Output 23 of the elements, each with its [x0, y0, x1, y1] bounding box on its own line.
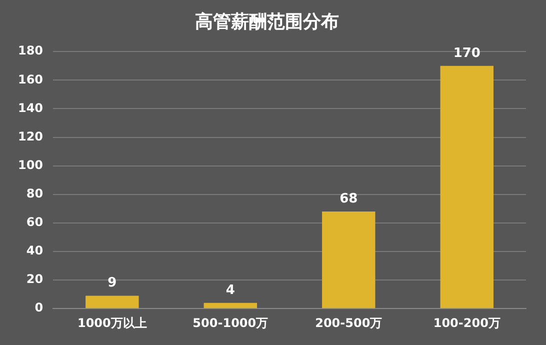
y-tick-label: 160: [18, 72, 44, 86]
chart-title: 高管薪酬范围分布: [195, 11, 339, 32]
y-tick-label: 140: [18, 100, 44, 115]
y-tick-label: 80: [26, 186, 44, 201]
bar: [86, 296, 139, 308]
y-tick-label: 120: [18, 129, 44, 144]
y-tick-label: 0: [34, 300, 44, 315]
x-tick-label: 500-1000万: [192, 316, 268, 330]
y-tick-label: 100: [18, 158, 44, 172]
y-tick-label: 40: [26, 244, 44, 258]
x-tick-label: 200-500万: [315, 316, 382, 330]
data-label: 170: [453, 46, 480, 61]
data-label: 68: [340, 191, 358, 206]
data-label: 9: [108, 276, 117, 291]
y-tick-label: 180: [18, 44, 44, 58]
data-label: 4: [226, 282, 235, 298]
x-tick-label: 100-200万: [433, 316, 500, 330]
bar: [440, 66, 494, 308]
y-tick-label: 60: [26, 215, 44, 230]
bar: [322, 212, 376, 308]
bar: [204, 302, 258, 308]
x-tick-label: 1000万以上: [77, 316, 147, 330]
y-tick-label: 20: [26, 272, 44, 286]
